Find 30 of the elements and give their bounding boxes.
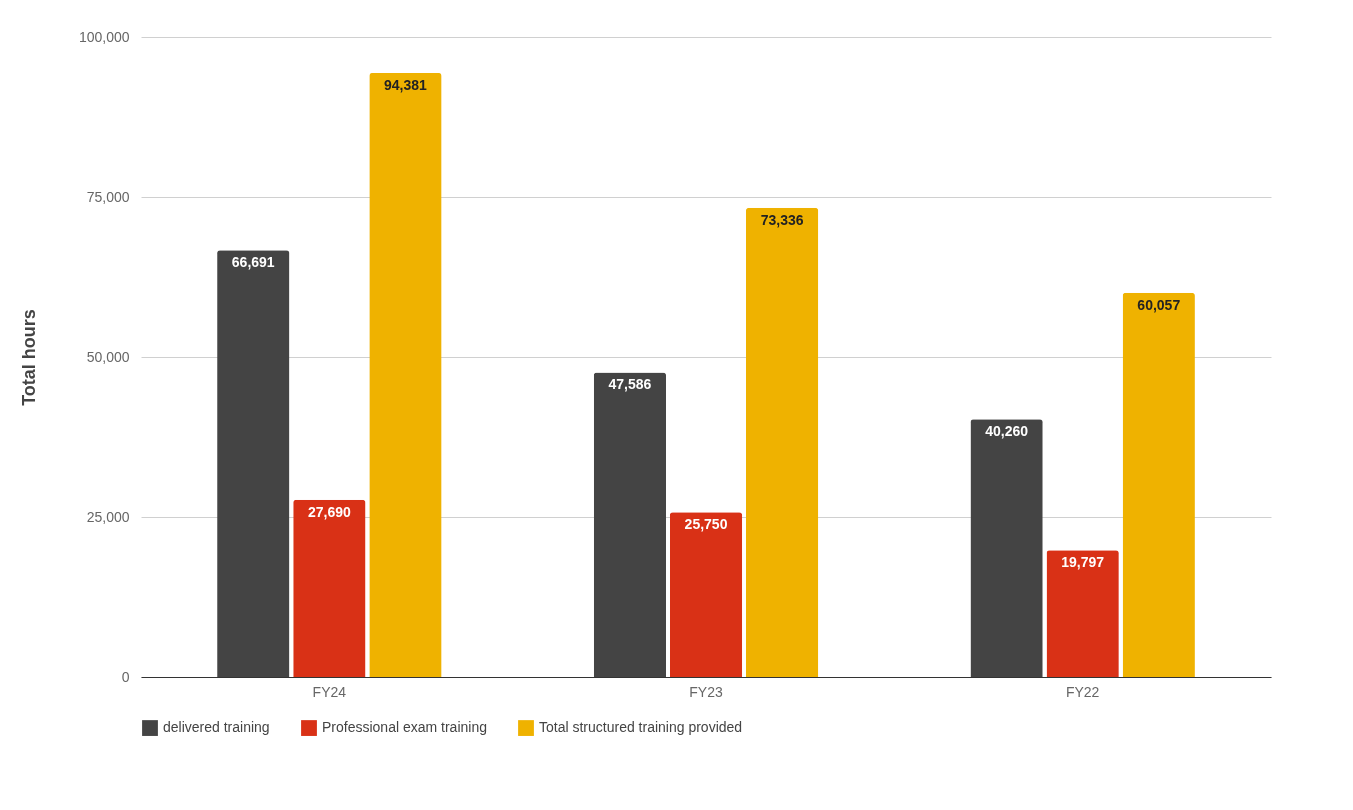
bar	[217, 250, 290, 677]
data-label: 94,381	[384, 76, 428, 93]
legend-label: Professional exam training	[322, 719, 487, 736]
y-tick-label: 100,000	[78, 28, 130, 45]
bar	[293, 499, 366, 677]
data-label: 47,586	[608, 376, 652, 393]
legend-label: Total structured training provided	[539, 719, 743, 736]
bar	[745, 207, 819, 677]
y-tick-label: 0	[121, 668, 130, 685]
x-tick-label: FY23	[689, 683, 723, 700]
data-label: 19,797	[1061, 554, 1105, 571]
x-tick-label: FY22	[1065, 683, 1100, 700]
bar	[369, 72, 442, 677]
data-label: 66,691	[231, 254, 275, 271]
x-tick-label: FY24	[312, 683, 347, 700]
legend-label: delivered training	[163, 719, 270, 736]
bar	[1122, 292, 1195, 677]
y-tick-label: 25,000	[86, 508, 130, 525]
bar	[970, 419, 1043, 677]
data-label: 25,750	[684, 516, 728, 533]
bar	[593, 372, 667, 677]
data-label: 73,336	[760, 211, 804, 228]
bar	[1046, 550, 1119, 677]
data-label: 60,057	[1137, 296, 1181, 313]
bar	[669, 512, 743, 677]
data-label: 27,690	[307, 503, 351, 520]
y-axis-title: Total hours	[18, 309, 39, 406]
data-label: 40,260	[985, 423, 1029, 440]
y-tick-label: 50,000	[86, 348, 130, 365]
y-tick-label: 75,000	[86, 188, 130, 205]
